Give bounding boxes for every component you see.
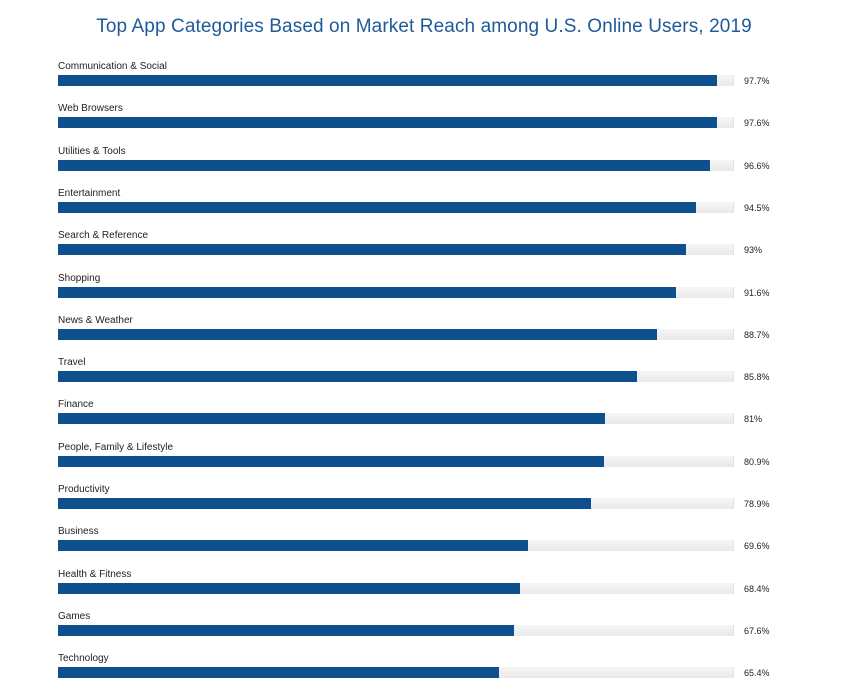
bar-row: Communication & Social 97.7% — [0, 61, 848, 103]
category-label: Utilities & Tools — [58, 145, 126, 157]
value-label: 67.6% — [744, 625, 770, 636]
bar-track — [58, 244, 734, 256]
value-label: 80.9% — [744, 456, 770, 467]
bar-row: Business 69.6% — [0, 526, 848, 568]
bar-track — [58, 455, 734, 467]
value-label: 81% — [744, 414, 763, 425]
bar — [58, 455, 605, 467]
bar-track — [58, 328, 734, 340]
bar-track — [58, 667, 734, 679]
bar-track — [58, 371, 734, 383]
bar — [58, 498, 591, 509]
bar-track — [58, 413, 734, 425]
bar-row: Travel 85.8% — [0, 357, 848, 399]
category-label: Travel — [58, 357, 86, 369]
value-label: 69.6% — [744, 541, 770, 552]
bar — [58, 667, 500, 679]
bar-track — [58, 159, 734, 171]
category-label: News & Weather — [58, 314, 133, 326]
bar-row: Productivity 78.9% — [0, 484, 848, 526]
value-label: 65.4% — [744, 668, 770, 679]
category-label: Communication & Social — [58, 61, 167, 72]
category-label: Health & Fitness — [58, 568, 132, 580]
category-label: Finance — [58, 399, 94, 411]
bar — [58, 371, 638, 383]
bar-row: People, Family & Lifestyle 80.9% — [0, 442, 848, 484]
value-label: 94.5% — [744, 202, 770, 213]
bar-row: Finance 81% — [0, 399, 848, 441]
bar-row: Entertainment 94.5% — [0, 188, 848, 230]
value-label: 85.8% — [744, 372, 770, 383]
bar-row: Games 67.6% — [0, 611, 848, 653]
bar — [58, 75, 718, 86]
category-label: Web Browsers — [58, 103, 123, 115]
bar — [58, 244, 686, 256]
bar — [58, 413, 605, 425]
category-label: Productivity — [58, 484, 110, 495]
category-label: Entertainment — [58, 187, 121, 199]
bar — [58, 540, 528, 552]
bar-row: Technology 65.4% — [0, 653, 848, 695]
bar-track — [58, 582, 734, 594]
bar — [58, 328, 657, 340]
category-label: Search & Reference — [58, 230, 149, 242]
bar-row: Search & Reference 93% — [0, 230, 848, 272]
value-label: 68.4% — [744, 583, 770, 594]
value-label: 88.7% — [744, 329, 770, 340]
bar — [58, 582, 520, 594]
bar-track — [58, 117, 734, 129]
value-label: 93% — [744, 245, 763, 256]
category-label: People, Family & Lifestyle — [58, 441, 174, 453]
bar — [58, 117, 717, 129]
bar-row: Shopping 91.6% — [0, 273, 848, 315]
bar-row: Web Browsers 97.6% — [0, 103, 848, 145]
bar — [58, 159, 711, 171]
category-label: Shopping — [58, 272, 101, 284]
value-label: 97.7% — [744, 76, 770, 86]
bar-track — [58, 498, 734, 509]
category-label: Business — [58, 526, 99, 538]
value-label: 97.6% — [744, 118, 770, 129]
bar-row: Utilities & Tools 96.6% — [0, 146, 848, 188]
value-label: 91.6% — [744, 287, 770, 298]
category-label: Games — [58, 610, 91, 622]
bar-track — [58, 75, 734, 86]
bar-track — [58, 624, 734, 636]
bar-track — [58, 540, 734, 552]
bar-row: News & Weather 88.7% — [0, 315, 848, 357]
value-label: 96.6% — [744, 160, 770, 171]
chart-title: Top App Categories Based on Market Reach… — [96, 16, 752, 37]
category-label: Technology — [58, 653, 109, 665]
bar-row: Health & Fitness 68.4% — [0, 569, 848, 611]
bar-track — [58, 201, 734, 213]
value-label: 78.9% — [744, 499, 770, 509]
bar — [58, 286, 677, 298]
bar-track — [58, 286, 734, 298]
bar — [58, 624, 515, 636]
bar — [58, 201, 696, 213]
